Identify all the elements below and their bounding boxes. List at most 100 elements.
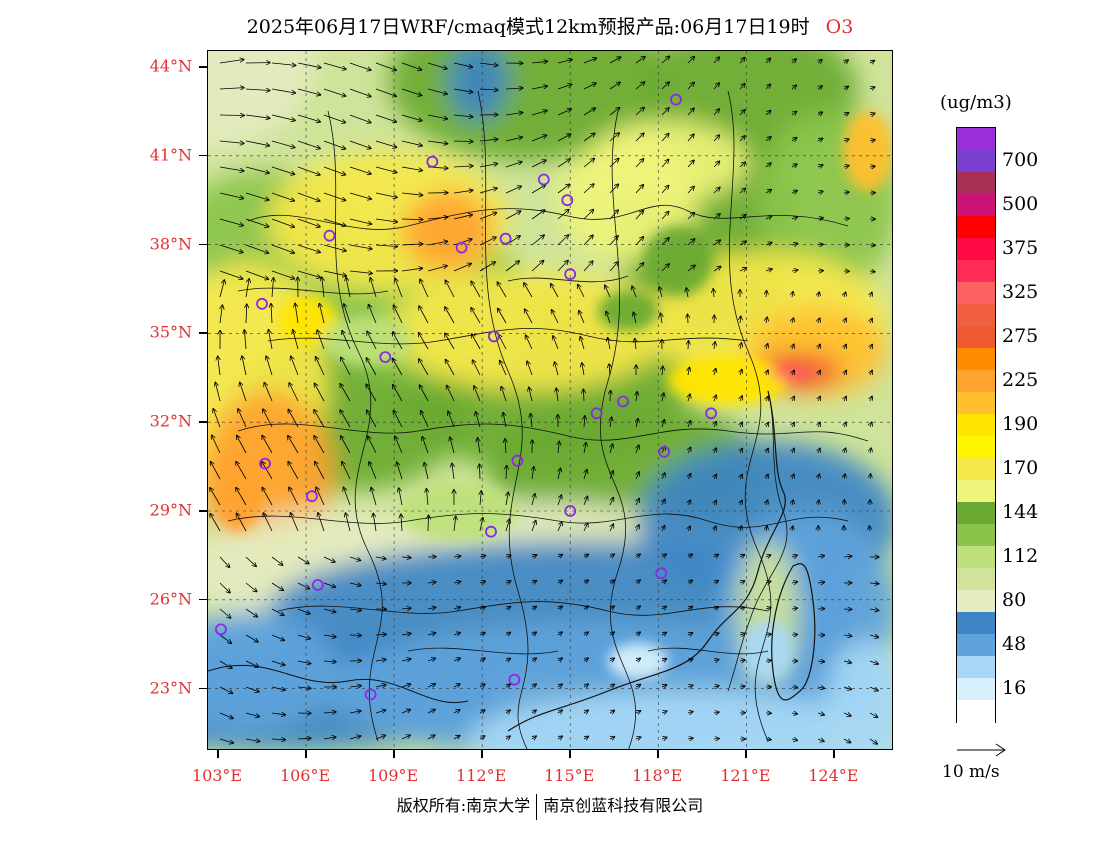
map-panel[interactable]: [207, 50, 893, 750]
legend-swatch: [957, 524, 995, 547]
latitude-tick: [199, 598, 207, 601]
reference-arrow-icon: [957, 743, 1006, 757]
station-marker[interactable]: [564, 268, 577, 281]
station-marker[interactable]: [561, 194, 574, 207]
wind-vectors: [210, 56, 879, 744]
station-marker[interactable]: [658, 445, 671, 458]
latitude-tick: [199, 154, 207, 157]
legend-swatch: [957, 656, 995, 679]
legend-label: 325: [1002, 281, 1039, 303]
longitude-label: 118°E: [632, 766, 683, 785]
station-marker[interactable]: [508, 673, 521, 686]
copyright-footer: 版权所有:南京大学 南京创蓝科技有限公司: [0, 792, 1100, 820]
unit-label: (ug/m3): [940, 92, 1012, 113]
station-marker[interactable]: [537, 173, 550, 186]
legend-swatch: [957, 260, 995, 283]
legend-swatch: [957, 326, 995, 349]
station-marker[interactable]: [311, 579, 324, 591]
reference-arrow-label: 10 m/s: [942, 762, 1000, 782]
legend-swatch: [957, 568, 995, 591]
legend-swatch: [957, 590, 995, 613]
legend-swatch: [957, 150, 995, 173]
legend-label: 225: [1002, 369, 1039, 391]
legend-label: 112: [1002, 545, 1039, 567]
longitude-tick: [305, 750, 307, 758]
station-marker[interactable]: [306, 490, 318, 503]
longitude-tick: [393, 750, 395, 758]
legend-swatch: [957, 678, 995, 701]
latitude-tick: [199, 332, 207, 334]
species-label: O3: [825, 16, 854, 38]
latitude-label: 38°N: [149, 234, 192, 254]
title-text: 2025年06月17日WRF/cmaq模式12km预报产品:06月17日19时: [246, 16, 810, 38]
station-marker[interactable]: [655, 567, 668, 580]
station-marker[interactable]: [511, 454, 524, 467]
ozone-concentration-map: [208, 51, 892, 749]
longitude-tick: [833, 750, 835, 758]
latitude-label: 23°N: [149, 678, 192, 698]
concentration-field: [208, 51, 892, 749]
longitude-label: 103°E: [191, 766, 243, 785]
legend-swatch: [957, 172, 995, 195]
legend-label: 80: [1002, 589, 1027, 611]
longitude-label: 106°E: [279, 766, 331, 785]
latitude-tick: [199, 66, 207, 68]
longitude-label: 112°E: [456, 766, 507, 785]
station-marker[interactable]: [364, 688, 377, 701]
latitude-tick: [199, 243, 207, 246]
station-marker[interactable]: [564, 505, 577, 517]
legend-label: 275: [1002, 325, 1039, 347]
legend-swatch: [957, 348, 995, 371]
longitude-tick: [657, 750, 659, 758]
station-marker[interactable]: [485, 525, 497, 538]
station-marker[interactable]: [617, 395, 629, 408]
legend-swatch: [957, 458, 995, 481]
station-marker[interactable]: [256, 297, 268, 310]
map-title: 2025年06月17日WRF/cmaq模式12km预报产品:06月17日19时 O…: [0, 12, 1100, 39]
legend-label: 170: [1002, 457, 1039, 479]
concentration-detail: [213, 111, 892, 681]
station-marker[interactable]: [323, 229, 336, 242]
province-boundaries: [208, 90, 869, 749]
station-marker[interactable]: [669, 93, 682, 106]
legend-label: 500: [1002, 193, 1039, 215]
copyright-right: 南京创蓝科技有限公司: [543, 796, 704, 815]
legend-label: 48: [1002, 633, 1027, 655]
legend-swatch: [957, 546, 995, 569]
copyright-left: 版权所有:南京大学: [396, 796, 531, 815]
station-marker[interactable]: [590, 407, 603, 420]
legend-swatch: [957, 238, 995, 261]
station-marker[interactable]: [379, 351, 392, 364]
legend-swatch: [957, 634, 995, 657]
station-marker[interactable]: [499, 232, 512, 245]
latitude-label: 35°N: [149, 322, 192, 342]
longitude-label: 115°E: [544, 766, 595, 785]
longitude-label: 109°E: [367, 766, 419, 785]
copyright-separator: [536, 793, 538, 820]
legend-swatch: [957, 414, 995, 437]
latitude-tick: [199, 421, 207, 423]
legend-swatch: [957, 502, 995, 525]
legend-label: 700: [1002, 149, 1039, 171]
station-marker[interactable]: [259, 457, 271, 470]
latitude-label: 26°N: [149, 589, 192, 609]
latitude-label: 32°N: [149, 411, 192, 431]
legend-label: 375: [1002, 237, 1039, 259]
station-marker[interactable]: [426, 155, 439, 168]
station-marker[interactable]: [705, 407, 718, 420]
station-marker[interactable]: [455, 241, 468, 254]
station-marker[interactable]: [487, 330, 500, 343]
color-legend: [956, 127, 996, 723]
legend-swatch: [957, 700, 995, 723]
longitude-label: 124°E: [808, 766, 859, 785]
legend-swatch: [957, 392, 995, 415]
legend-label: 190: [1002, 413, 1039, 435]
longitude-label: 121°E: [720, 766, 771, 785]
station-marker[interactable]: [214, 623, 227, 636]
longitude-tick: [481, 750, 483, 758]
latitude-tick: [199, 687, 207, 690]
legend-swatch: [957, 436, 995, 459]
city-stations: [214, 93, 718, 701]
legend-swatch: [957, 128, 995, 151]
legend-label: 144: [1002, 501, 1039, 523]
